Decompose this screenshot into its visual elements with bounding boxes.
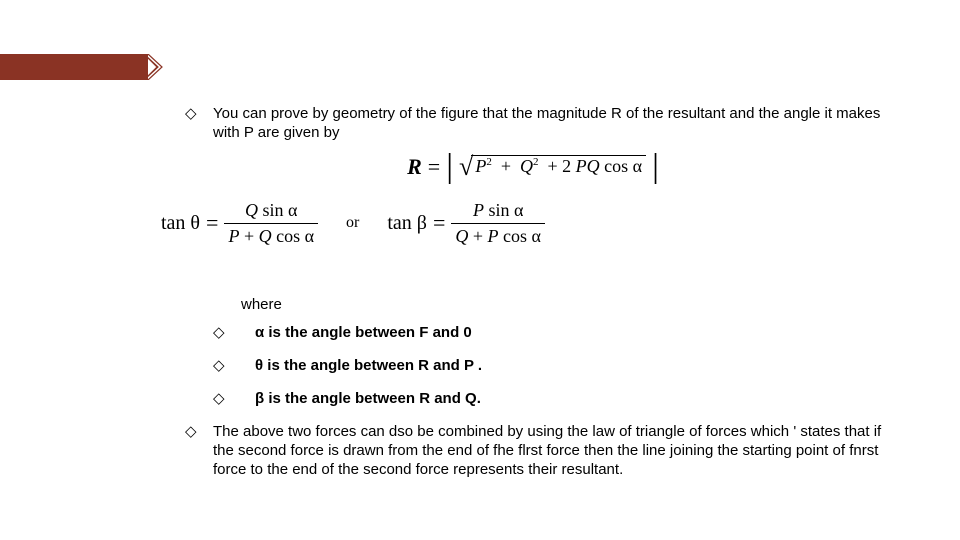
accent-bar <box>0 54 148 80</box>
sub-bullet-text: β is the angle between R and Q. <box>255 389 481 408</box>
header-accent <box>0 54 175 80</box>
diamond-bullet-icon: ◇ <box>213 323 255 342</box>
diamond-bullet-icon: ◇ <box>185 422 213 441</box>
diamond-bullet-icon: ◇ <box>185 104 213 123</box>
bullet-item: ◇ α is the angle between F and 0 <box>185 323 905 342</box>
paragraph-text: You can prove by geometry of the figure … <box>213 104 905 142</box>
bullet-item: ◇ β is the angle between R and Q. <box>185 389 905 408</box>
paragraph-text: The above two forces can dso be combined… <box>213 422 905 479</box>
diamond-bullet-icon: ◇ <box>213 389 255 408</box>
bullet-item: ◇ θ is the angle between R and P . <box>185 356 905 375</box>
formula-angles: tan θ = Q sin α P + Q cos α or tan β = P… <box>161 200 905 246</box>
formula-magnitude: R = | √ P2 + Q2 + 2 PQ cos α | <box>161 152 905 182</box>
formula-block: R = | √ P2 + Q2 + 2 PQ cos α | <box>161 152 905 246</box>
bullet-item: ◇ The above two forces can dso be combin… <box>185 422 905 479</box>
sub-bullet-list: ◇ α is the angle between F and 0 ◇ θ is … <box>185 323 905 408</box>
content-area: ◇ You can prove by geometry of the figur… <box>185 104 905 487</box>
chevron-right-icon <box>144 54 174 80</box>
or-label: or <box>346 214 359 232</box>
sub-bullet-text: α is the angle between F and 0 <box>255 323 472 342</box>
sub-bullet-text: θ is the angle between R and P . <box>255 356 482 375</box>
where-label: where <box>241 296 905 313</box>
bullet-item: ◇ You can prove by geometry of the figur… <box>185 104 905 142</box>
slide: ◇ You can prove by geometry of the figur… <box>0 0 960 540</box>
diamond-bullet-icon: ◇ <box>213 356 255 375</box>
